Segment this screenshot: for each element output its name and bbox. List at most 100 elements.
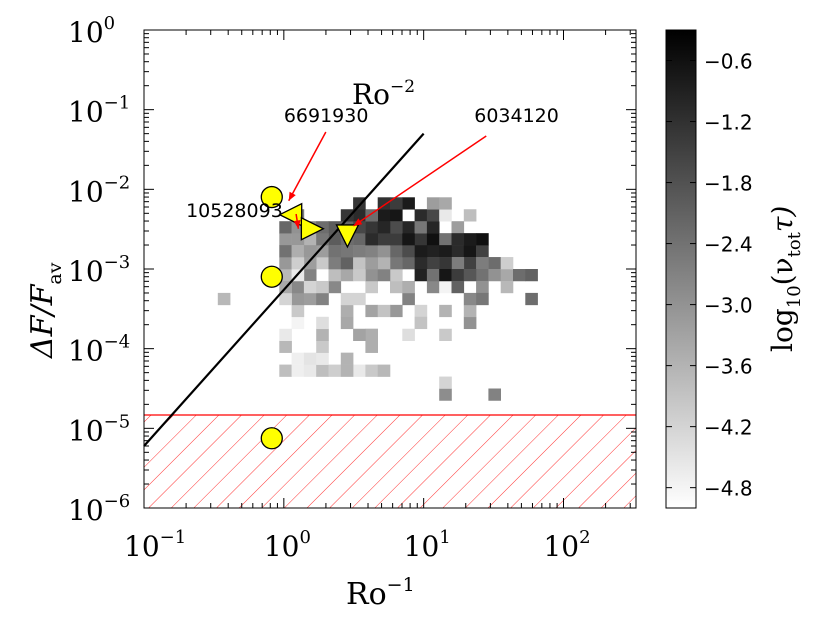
heatmap-cell bbox=[402, 257, 415, 270]
heatmap-cell bbox=[439, 245, 452, 258]
annotation-arrowhead bbox=[293, 220, 301, 229]
y-axis-label: ΔF/Fav bbox=[25, 262, 66, 359]
y-tick-label: 10−1 bbox=[68, 93, 130, 129]
heatmap-cell bbox=[402, 280, 415, 294]
heatmap-cell bbox=[279, 364, 292, 377]
star-id-label: 10528093 bbox=[186, 200, 283, 222]
heatmap-cell bbox=[439, 388, 452, 401]
heatmap-cell bbox=[353, 209, 366, 222]
colorbar-tick-label: −2.4 bbox=[704, 233, 753, 257]
heatmap-cell bbox=[390, 304, 403, 318]
heatmap-cell bbox=[402, 233, 415, 246]
heatmap-cell bbox=[328, 280, 342, 294]
heatmap-cell bbox=[303, 364, 317, 377]
heatmap-cell bbox=[426, 269, 440, 282]
heatmap-cell bbox=[402, 245, 415, 258]
annotation-arrow bbox=[353, 135, 487, 227]
annotation-arrowhead bbox=[353, 218, 363, 226]
heatmap-cell bbox=[365, 245, 378, 258]
heatmap-cell bbox=[463, 292, 477, 306]
heatmap-cell bbox=[279, 245, 292, 258]
heatmap-cell bbox=[426, 280, 440, 294]
heatmap-cell bbox=[463, 209, 477, 222]
heatmap-cell bbox=[463, 304, 477, 318]
heatmap-cell bbox=[439, 328, 452, 341]
heatmap-cell bbox=[316, 340, 329, 353]
heatmap-cell bbox=[377, 233, 391, 246]
colorbar-label: log10(νtotτ) bbox=[766, 206, 805, 352]
heatmap-cell bbox=[316, 233, 329, 246]
heatmap-cell bbox=[402, 292, 415, 306]
heatmap-cell bbox=[340, 316, 354, 330]
heatmap-cell bbox=[365, 364, 378, 377]
hatch-region bbox=[144, 415, 636, 508]
heatmap-cell bbox=[291, 364, 305, 377]
heatmap-cell bbox=[390, 280, 403, 294]
y-tick-label: 10−6 bbox=[68, 491, 130, 527]
heatmap-cell bbox=[377, 221, 391, 234]
x-tick-label: 102 bbox=[543, 527, 590, 563]
heatmap-cell bbox=[463, 269, 477, 282]
heatmap-cell bbox=[279, 257, 292, 270]
heatmap-cell bbox=[328, 257, 342, 270]
heatmap-cell bbox=[328, 269, 342, 282]
yellow-circle-marker bbox=[260, 265, 283, 288]
heatmap-cell bbox=[390, 269, 403, 282]
heatmap-cell bbox=[463, 316, 477, 330]
heatmap-cell bbox=[439, 233, 452, 246]
heatmap-cell bbox=[402, 197, 415, 210]
heatmap-cell bbox=[353, 364, 366, 377]
heatmap-cell bbox=[365, 328, 378, 341]
y-tick-label: 10−5 bbox=[68, 411, 130, 447]
heatmap-cell bbox=[414, 245, 428, 258]
line-label: Ro−2 bbox=[352, 77, 415, 111]
heatmap-cell bbox=[525, 292, 538, 306]
heatmap-cell bbox=[303, 257, 317, 270]
heatmap-cell bbox=[402, 221, 415, 234]
colorbar-tick-label: −4.8 bbox=[704, 477, 753, 501]
heatmap-cell bbox=[513, 269, 526, 282]
heatmap-cell bbox=[525, 269, 538, 282]
heatmap-cell bbox=[340, 257, 354, 270]
heatmap-cell bbox=[463, 257, 477, 270]
heatmap-cell bbox=[500, 280, 514, 294]
heatmap-cell bbox=[340, 245, 354, 258]
heatmap-cell bbox=[316, 245, 329, 258]
heatmap-cell bbox=[353, 233, 366, 246]
heatmap-cell bbox=[426, 197, 440, 210]
heatmap-cell bbox=[390, 257, 403, 270]
y-tick-label: 10−2 bbox=[68, 172, 130, 208]
heatmap-cell bbox=[365, 233, 378, 246]
star-id-label: 6034120 bbox=[474, 105, 559, 127]
heatmap-cell bbox=[365, 280, 378, 294]
heatmap-cell bbox=[340, 209, 354, 222]
heatmap-cell bbox=[377, 364, 391, 377]
yellow-triangle-marker bbox=[335, 224, 360, 249]
heatmap-cell bbox=[279, 233, 292, 246]
heatmap-cell bbox=[279, 292, 292, 306]
heatmap-cell bbox=[328, 245, 342, 258]
heatmap-cell bbox=[365, 340, 378, 353]
heatmap-cell bbox=[303, 269, 317, 282]
heatmap-cell bbox=[426, 257, 440, 270]
y-tick-label: 10−4 bbox=[68, 332, 130, 368]
annotation-arrow bbox=[288, 131, 327, 202]
heatmap-cell bbox=[451, 221, 465, 234]
x-tick-label: 101 bbox=[404, 527, 451, 563]
heatmap-cell bbox=[316, 257, 329, 270]
heatmap-cell bbox=[316, 328, 329, 341]
heatmap-cell bbox=[463, 233, 477, 246]
heatmap-cell bbox=[390, 197, 403, 210]
colorbar-tick-label: −1.8 bbox=[704, 172, 753, 196]
annotations: 6691930 10528093 6034120 bbox=[186, 105, 559, 229]
heatmap-cell bbox=[439, 304, 452, 318]
heatmap-cell bbox=[353, 292, 366, 306]
heatmap-cell bbox=[377, 269, 391, 282]
heatmap-cell bbox=[476, 269, 489, 282]
heatmap-cell bbox=[414, 304, 428, 318]
yellow-triangle-marker bbox=[278, 202, 303, 227]
x-tick-label: 100 bbox=[264, 527, 311, 563]
yellow-circle-marker bbox=[260, 427, 283, 450]
heatmap-cell bbox=[414, 221, 428, 234]
heatmap-cell bbox=[414, 257, 428, 270]
